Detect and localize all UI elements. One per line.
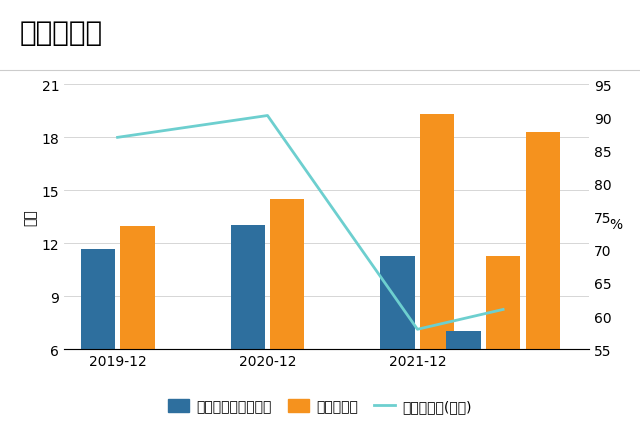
Bar xyxy=(446,332,481,349)
Bar xyxy=(381,257,415,349)
Bar xyxy=(81,250,115,349)
Legend: 销售商品收到的现金, 营业总收入, 现金流占比(右轴): 销售商品收到的现金, 营业总收入, 现金流占比(右轴) xyxy=(163,394,477,419)
Bar xyxy=(420,114,454,349)
Bar xyxy=(486,256,520,349)
Bar xyxy=(230,225,265,349)
Y-axis label: %: % xyxy=(609,217,622,231)
Bar xyxy=(120,226,154,349)
Bar xyxy=(525,133,560,349)
Bar xyxy=(270,200,305,349)
Y-axis label: 亿元: 亿元 xyxy=(23,209,37,226)
Text: 现金收入比: 现金收入比 xyxy=(19,19,102,47)
